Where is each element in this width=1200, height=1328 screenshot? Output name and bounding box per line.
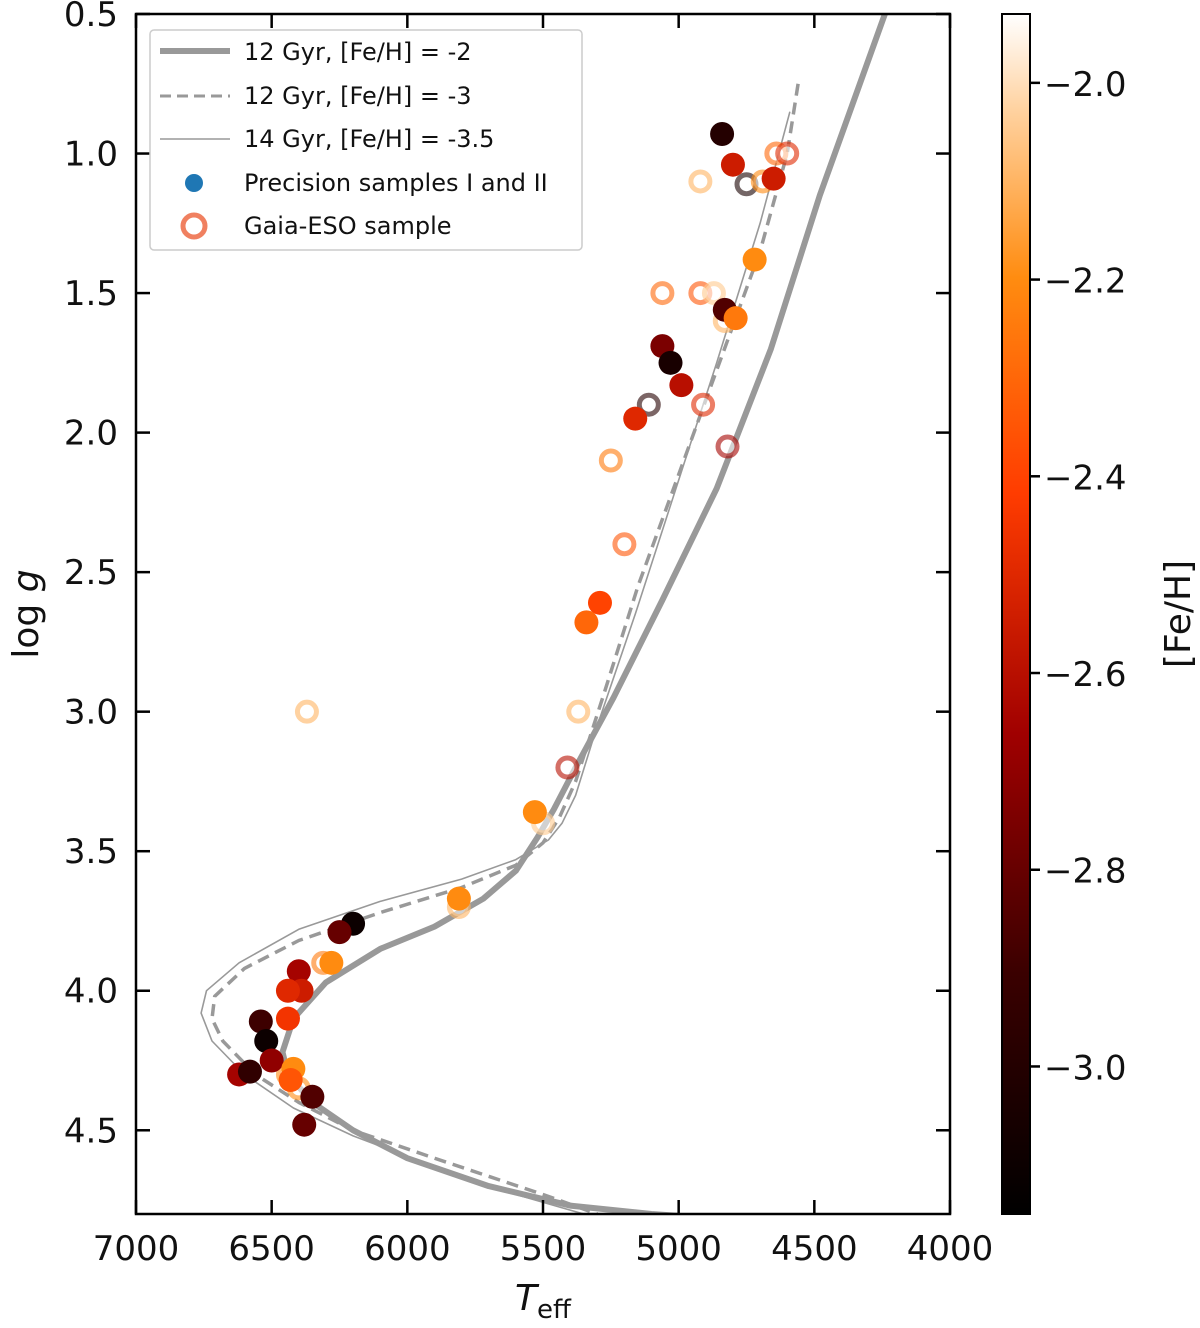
y-tick-label: 3.0 [64, 693, 118, 733]
precision-sample-point [723, 306, 748, 331]
axis-ticks: 7000 6500 6000 5500 5000 4500 4000 0.5 1.0 1.5 2.0… [64, 0, 993, 1269]
isochrone-thick [279, 14, 888, 1214]
y-tick-label: 0.5 [64, 0, 118, 35]
colorbar-tick-label: −2.8 [1044, 852, 1127, 892]
y-tick-label: 4.5 [64, 1111, 118, 1151]
x-tick-label: 5500 [500, 1229, 587, 1269]
legend-filled-dot-icon [185, 174, 203, 192]
data-markers [227, 122, 800, 1137]
gaia-eso-point [598, 448, 623, 473]
y-tick-label: 1.0 [64, 135, 118, 175]
colorbar: −2.0 −2.2 −2.4 −2.6 −2.8 −3.0 [Fe/H] [1001, 13, 1199, 1215]
x-axis-label-main: T [515, 1278, 540, 1319]
precision-sample-point [658, 350, 683, 375]
x-tick-label: 6500 [228, 1229, 315, 1269]
colorbar-label: [Fe/H] [1158, 560, 1199, 668]
precision-sample-point [292, 1112, 317, 1137]
isochrone-dashed [210, 83, 800, 1214]
gaia-eso-point [691, 392, 716, 417]
x-tick-label: 7000 [93, 1229, 180, 1269]
gaia-eso-point [294, 699, 319, 724]
y-tick-label: 4.0 [64, 972, 118, 1012]
precision-sample-point [278, 1068, 303, 1093]
colorbar-tick-label: −3.0 [1044, 1048, 1127, 1088]
precision-sample-point [248, 1009, 273, 1034]
x-tick-label: 5000 [635, 1229, 722, 1269]
precision-sample-point [319, 950, 344, 975]
precision-sample-point [669, 373, 694, 398]
legend-label-gaia-eso: Gaia-ESO sample [244, 212, 452, 240]
gaia-eso-point [636, 392, 661, 417]
colorbar-tick-label: −2.0 [1044, 65, 1127, 105]
y-tick-label: 2.0 [64, 414, 118, 454]
legend-open-circle-icon [180, 212, 208, 240]
y-tick-label: 2.5 [64, 553, 118, 593]
precision-sample-point [275, 1006, 300, 1031]
gaia-eso-point [688, 169, 713, 194]
precision-sample-point [286, 959, 311, 984]
gaia-eso-point [701, 281, 726, 306]
precision-sample-point [761, 166, 786, 191]
precision-sample-point [275, 978, 300, 1003]
precision-sample-point [446, 886, 471, 911]
precision-sample-point [259, 1048, 284, 1073]
legend-label-12gyr-fe-2: 12 Gyr, [Fe/H] = -2 [244, 38, 472, 66]
gaia-eso-point [555, 755, 580, 780]
precision-sample-point [742, 247, 767, 272]
precision-sample-point [623, 406, 648, 431]
y-tick-label: 1.5 [64, 274, 118, 314]
x-axis-label: Teff [515, 1278, 572, 1324]
precision-sample-point [587, 590, 612, 615]
y-axis-label-italic: g [6, 569, 47, 592]
colorbar-tick-label: −2.2 [1044, 262, 1127, 302]
precision-sample-point [574, 610, 599, 635]
precision-sample-point [254, 1028, 279, 1053]
precision-sample-point [720, 152, 745, 177]
gaia-eso-point [775, 141, 800, 166]
legend-box [149, 29, 583, 251]
gaia-eso-point [612, 532, 637, 557]
legend-label-12gyr-fe-3: 12 Gyr, [Fe/H] = -3 [244, 82, 472, 110]
precision-sample-point [237, 1059, 262, 1084]
y-tick-label: 3.5 [64, 832, 118, 872]
legend-label-precision-samples: Precision samples I and II [244, 169, 548, 197]
gaia-eso-point [566, 699, 591, 724]
y-axis-label-main: log [6, 592, 47, 658]
x-tick-label: 6000 [364, 1229, 451, 1269]
precision-sample-point [300, 1084, 325, 1109]
isochrone-thin [200, 111, 791, 1214]
colorbar-tick-label: −2.6 [1044, 655, 1127, 695]
colorbar-gradient [1001, 13, 1031, 1215]
precision-sample-point [522, 800, 547, 825]
legend: 12 Gyr, [Fe/H] = -2 12 Gyr, [Fe/H] = -3 … [149, 29, 583, 251]
x-tick-label: 4000 [907, 1229, 994, 1269]
gaia-eso-point [650, 281, 675, 306]
legend-label-14gyr-fe-3-5: 14 Gyr, [Fe/H] = -3.5 [244, 125, 494, 153]
x-tick-label: 4500 [771, 1229, 858, 1269]
x-axis-label-sub: eff [537, 1295, 572, 1324]
y-axis-label: log g [6, 569, 47, 658]
colorbar-tick-label: −2.4 [1044, 458, 1127, 498]
gaia-eso-point [715, 434, 740, 459]
precision-sample-point [710, 122, 735, 146]
precision-sample-point [327, 920, 352, 945]
colorbar-ticks: −2.0 −2.2 −2.4 −2.6 −2.8 −3.0 [1030, 65, 1127, 1088]
